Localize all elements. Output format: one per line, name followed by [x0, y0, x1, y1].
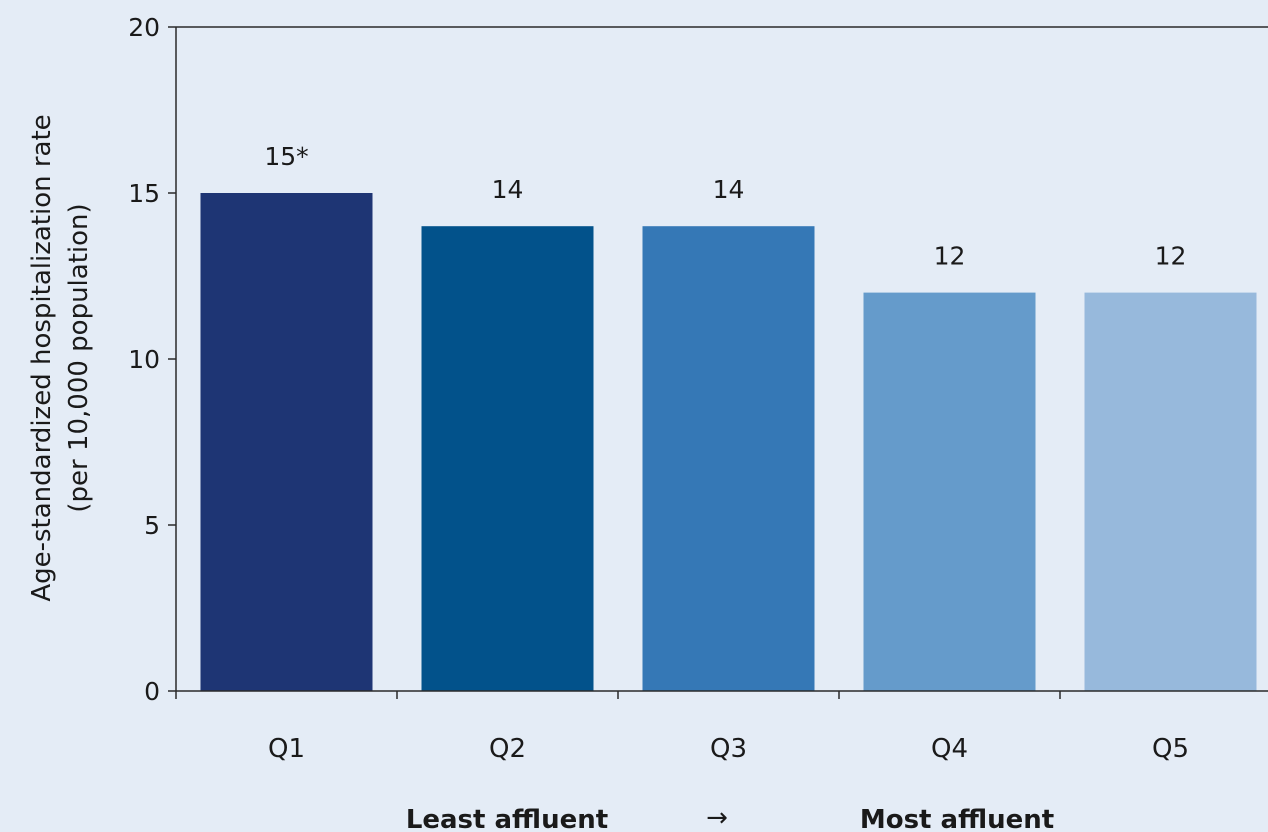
- category-label-q1: Q1: [268, 734, 305, 764]
- y-tick-label: 10: [128, 345, 160, 374]
- category-labels: Q1 Q2 Q3 Q4 Q5: [175, 691, 1189, 764]
- data-label-q4: 12: [934, 242, 966, 271]
- bar-q1: [200, 193, 373, 691]
- y-tick-label: 5: [144, 511, 160, 540]
- data-label-q3: 14: [713, 175, 745, 204]
- y-tick-label: 15: [128, 179, 160, 208]
- data-label-q1: 15*: [264, 142, 308, 171]
- bars: 15* 14 14 12 12: [200, 142, 1257, 691]
- category-label-q5: Q5: [1152, 734, 1189, 764]
- affluence-annotation: Least affluent → Most affluent: [406, 803, 1054, 832]
- data-label-q5: 12: [1155, 242, 1187, 271]
- bar-q5: [1084, 292, 1257, 691]
- y-tick-label: 20: [128, 13, 160, 42]
- category-label-q2: Q2: [489, 734, 526, 764]
- y-axis-ticks: 0 5 10 15 20: [128, 13, 176, 706]
- least-affluent-label: Least affluent: [406, 805, 608, 832]
- bar-q4: [863, 292, 1036, 691]
- arrow-label: →: [706, 803, 728, 832]
- category-label-q3: Q3: [710, 734, 747, 764]
- y-tick-label: 0: [144, 677, 160, 706]
- axes: [175, 26, 1268, 692]
- bar-q2: [421, 226, 594, 691]
- y-axis-title: Age-standardized hospitalization rate (p…: [27, 114, 94, 601]
- bar-q3: [642, 226, 815, 691]
- category-label-q4: Q4: [931, 734, 968, 764]
- y-axis-title-line2: (per 10,000 population): [64, 203, 94, 512]
- y-axis-title-line1: Age-standardized hospitalization rate: [27, 114, 57, 601]
- most-affluent-label: Most affluent: [860, 805, 1054, 832]
- data-label-q2: 14: [492, 175, 524, 204]
